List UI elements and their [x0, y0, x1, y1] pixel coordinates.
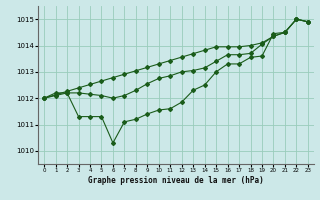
X-axis label: Graphe pression niveau de la mer (hPa): Graphe pression niveau de la mer (hPa)	[88, 176, 264, 185]
